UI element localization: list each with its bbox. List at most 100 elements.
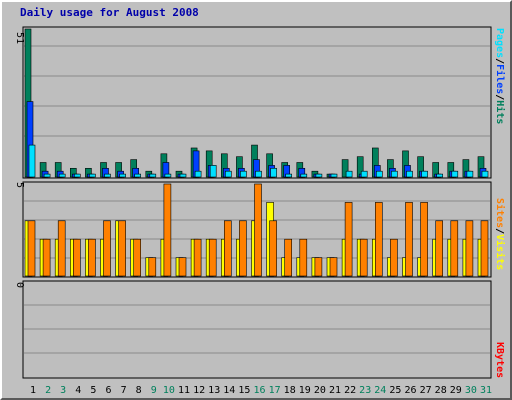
pages-bar-day-13 [209,165,217,178]
pages-bar-day-31 [481,170,489,178]
pages-bar-day-9 [149,173,157,178]
x-label-day-4: 4 [75,385,81,396]
pages-bar-day-30 [466,170,474,178]
hits-ymax-label: 51 [14,32,25,44]
sites-bar-day-9 [148,257,157,277]
pages-bar-day-5 [89,173,96,178]
x-label-day-1: 1 [30,385,36,396]
sites-bar-day-8 [133,238,141,277]
x-label-day-24: 24 [374,385,386,396]
x-label-day-16: 16 [253,385,265,396]
x-label-day-15: 15 [238,385,250,396]
legend-visits: Visits [494,234,506,270]
sites-bar-day-15 [239,220,247,277]
x-label-day-25: 25 [389,385,401,396]
x-label-day-28: 28 [435,385,447,396]
hits-bar-day-22 [341,159,349,178]
sites-bar-day-26 [405,202,413,277]
sites-bar-day-3 [57,220,66,277]
x-label-day-6: 6 [105,385,111,396]
pages-bar-day-6 [104,173,111,178]
x-label-day-2: 2 [45,385,51,396]
pages-bar-day-28 [436,173,444,178]
pages-bar-day-17 [270,167,277,178]
sites-bar-day-6 [103,220,111,277]
sites-bar-day-30 [465,220,474,277]
sites-bar-day-20 [314,257,323,277]
pages-bar-day-10 [164,173,172,178]
sites-bar-day-14 [224,220,232,277]
sites-bar-day-16 [254,183,262,277]
pages-bar-day-3 [58,173,66,178]
x-label-day-13: 13 [208,385,220,396]
sites-bar-day-4 [73,238,81,277]
x-label-day-9: 9 [151,385,157,396]
legend-sep-2: / [494,94,505,100]
pages-bar-day-26 [406,170,413,178]
pages-bar-day-16 [255,170,262,178]
hits-legend: Pages/Files/Hits [494,28,506,124]
pages-bar-day-11 [179,173,187,178]
legend-sep-3: / [494,228,505,234]
pages-bar-day-14 [225,170,232,178]
pages-bar-day-24 [375,170,383,178]
x-label-day-14: 14 [223,385,235,396]
sites-bar-day-13 [208,238,217,277]
chart-title: Daily usage for August 2008 [20,6,199,19]
visits-legend: Sites/Visits [494,198,506,270]
pages-bar-day-19 [300,173,308,178]
sites-bar-day-19 [299,238,308,277]
x-label-day-27: 27 [420,385,432,396]
legend-hits: Hits [494,100,506,124]
pages-bar-day-2 [43,173,51,178]
x-label-day-17: 17 [269,385,281,396]
sites-bar-day-12 [193,238,202,277]
x-label-day-18: 18 [284,385,296,396]
sites-bar-day-21 [329,257,338,277]
x-label-day-23: 23 [359,385,371,396]
x-label-day-26: 26 [404,385,416,396]
sites-bar-day-27 [420,202,428,277]
sites-bar-day-11 [178,257,187,277]
pages-bar-day-4 [74,173,81,178]
x-label-day-20: 20 [314,385,326,396]
legend-files: Files [494,64,506,94]
sites-bar-day-29 [450,220,459,277]
pages-bar-day-25 [391,170,398,178]
sites-bar-day-24 [374,202,383,277]
sites-bar-day-22 [344,202,353,277]
x-label-day-19: 19 [299,385,311,396]
pages-bar-day-23 [360,170,368,178]
kbytes-legend: KBytes [494,342,505,378]
sites-bar-day-28 [435,220,444,277]
pages-bar-day-15 [240,170,247,178]
x-label-day-29: 29 [450,385,462,396]
x-label-day-10: 10 [163,385,175,396]
pages-bar-day-27 [421,170,428,178]
pages-bar-day-8 [134,173,141,178]
x-label-day-3: 3 [60,385,66,396]
pages-bar-day-20 [315,173,323,178]
x-label-day-12: 12 [193,385,205,396]
visits-ymax-label: 5 [14,182,25,188]
x-label-day-31: 31 [480,385,492,396]
sites-bar-day-2 [42,238,51,277]
sites-bar-day-17 [269,220,277,277]
legend-pages: Pages [494,28,505,58]
x-label-day-21: 21 [329,385,341,396]
pages-bar-day-12 [194,170,202,178]
pages-bar-day-1 [28,144,36,178]
pages-bar-day-29 [451,170,459,178]
x-label-day-7: 7 [121,385,127,396]
legend-sites: Sites [494,198,506,228]
kbytes-ymax-label: 0 [14,282,25,288]
x-label-day-11: 11 [178,385,190,396]
sites-bar-day-23 [359,238,368,277]
pages-bar-day-18 [285,173,293,178]
sites-bar-day-10 [163,183,172,277]
x-label-day-30: 30 [465,385,477,396]
sites-bar-day-7 [118,220,126,277]
legend-sep-1: / [494,58,505,64]
sites-bar-day-5 [88,238,96,277]
